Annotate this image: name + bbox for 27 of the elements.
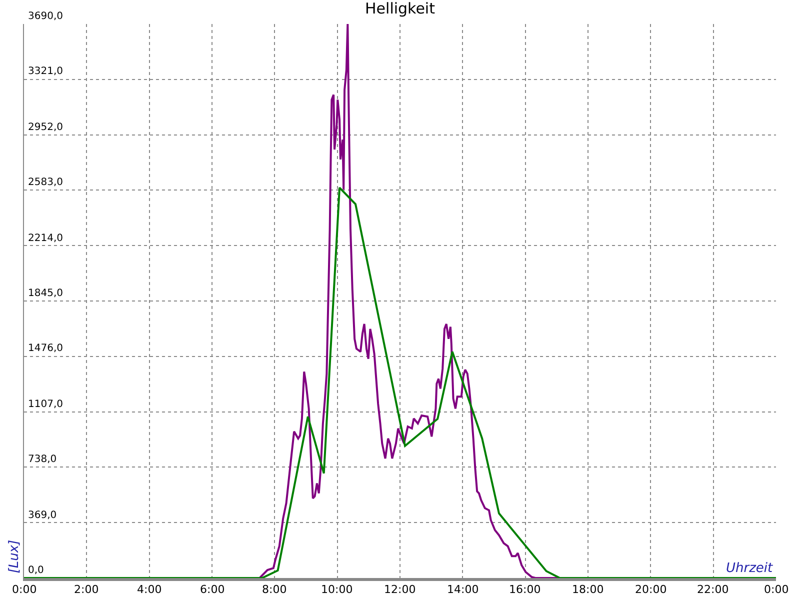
y-axis-title: [Lux] — [6, 540, 22, 574]
x-tick-label: 0:00 — [764, 583, 789, 596]
y-tick-label: 2952,0 — [28, 122, 63, 133]
x-tick-label: 12:00 — [384, 583, 416, 596]
x-tick-label: 16:00 — [509, 583, 541, 596]
y-tick-label: 2583,0 — [28, 177, 63, 188]
y-tick-label: 0,0 — [28, 565, 44, 576]
x-tick-label: 22:00 — [697, 583, 729, 596]
x-tick-label: 18:00 — [572, 583, 604, 596]
x-tick-label: 20:00 — [635, 583, 667, 596]
y-tick-label: 3690,0 — [28, 11, 63, 22]
y-tick-label: 1476,0 — [28, 343, 63, 354]
x-tick-label: 4:00 — [137, 583, 162, 596]
x-tick-label: 0:00 — [12, 583, 37, 596]
x-tick-label: 8:00 — [262, 583, 287, 596]
chart-title: Helligkeit — [365, 0, 436, 18]
y-tick-label: 1845,0 — [28, 288, 63, 299]
x-tick-label: 14:00 — [447, 583, 479, 596]
y-tick-label: 738,0 — [28, 454, 57, 465]
x-tick-label: 2:00 — [74, 583, 99, 596]
y-tick-label: 369,0 — [28, 510, 57, 521]
x-tick-label: 10:00 — [321, 583, 353, 596]
x-tick-label: 6:00 — [200, 583, 225, 596]
x-axis-title: Uhrzeit — [726, 561, 774, 576]
y-tick-label: 2214,0 — [28, 233, 63, 244]
y-tick-label: 3321,0 — [28, 66, 63, 77]
y-tick-label: 1107,0 — [28, 399, 63, 410]
